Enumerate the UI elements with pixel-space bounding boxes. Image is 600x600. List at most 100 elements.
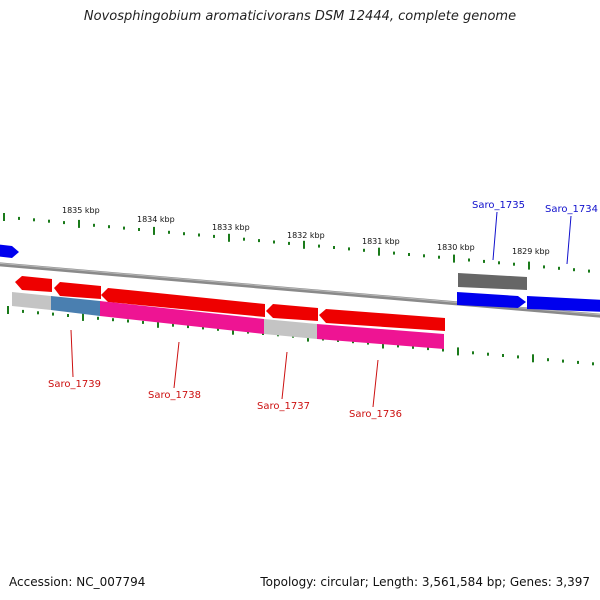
lower-major-tick — [82, 312, 84, 321]
lower-minor-tick — [22, 309, 24, 313]
lower-minor-tick — [547, 358, 549, 362]
lower-minor-tick — [487, 352, 489, 356]
gene-label-saro-1735[interactable]: Saro_1735 — [472, 200, 525, 211]
gene-arrow-saro-1739[interactable] — [15, 276, 52, 292]
upper-minor-tick — [168, 230, 170, 234]
upper-minor-tick — [213, 234, 215, 238]
upper-minor-tick — [393, 251, 395, 255]
lower-major-tick — [232, 326, 234, 335]
lower-minor-tick — [562, 359, 564, 363]
lower-minor-tick — [577, 360, 579, 364]
upper-minor-tick — [93, 223, 95, 227]
upper-major-tick — [78, 219, 80, 228]
lower-major-tick — [7, 306, 9, 314]
lower-minor-tick — [202, 326, 204, 330]
upper-minor-tick — [423, 254, 425, 258]
upper-minor-tick — [258, 239, 260, 243]
gene-label-saro-1739[interactable]: Saro_1739 — [48, 379, 101, 390]
lower-minor-tick — [427, 347, 429, 351]
lower-minor-tick — [367, 341, 369, 345]
lower-minor-tick — [67, 314, 69, 317]
tick-label: 1835 kbp — [62, 206, 100, 215]
tick-label: 1832 kbp — [287, 231, 325, 240]
lower-minor-tick — [502, 354, 504, 357]
cds-feature-steel[interactable] — [51, 296, 100, 316]
lower-minor-tick — [112, 318, 114, 322]
upper-minor-tick — [468, 258, 470, 262]
upper-minor-tick — [288, 241, 290, 245]
cds-feature-grey-2[interactable] — [264, 319, 317, 339]
lower-minor-tick — [187, 325, 189, 329]
gene-label-saro-1736[interactable]: Saro_1736 — [349, 409, 402, 420]
upper-tick-track — [3, 213, 590, 273]
upper-major-tick — [303, 240, 305, 249]
tick-label: 1834 kbp — [137, 215, 175, 224]
upper-minor-tick — [513, 262, 515, 266]
genome-backbone — [0, 262, 600, 318]
lower-minor-tick — [37, 311, 39, 315]
upper-minor-tick — [318, 244, 320, 248]
upper-minor-tick — [498, 261, 500, 265]
upper-minor-tick — [198, 233, 200, 237]
lower-minor-tick — [397, 344, 399, 348]
lower-minor-tick — [52, 312, 54, 316]
upper-minor-tick — [33, 218, 35, 222]
upper-minor-tick — [183, 232, 185, 236]
lower-minor-tick — [412, 345, 414, 349]
gene-arrow-saro-1736-b[interactable] — [319, 309, 445, 331]
upper-minor-tick — [138, 228, 140, 231]
upper-minor-tick — [483, 259, 485, 263]
upper-minor-tick — [48, 219, 50, 223]
gene-arrow-saro-1737[interactable] — [101, 288, 265, 317]
lower-minor-tick — [592, 362, 594, 366]
upper-minor-tick — [63, 221, 65, 225]
gene-arrow-saro-1735[interactable] — [457, 292, 526, 308]
tick-label: 1831 kbp — [362, 237, 400, 246]
gene-arrow-saro-1736[interactable] — [266, 304, 318, 321]
cds-feature-dark[interactable] — [458, 273, 527, 290]
accession-label: Accession: NC_007794 — [9, 575, 146, 589]
upper-minor-tick — [273, 240, 275, 244]
upper-major-tick — [528, 261, 530, 270]
upper-minor-tick — [348, 247, 350, 251]
upper-minor-tick — [543, 265, 545, 269]
tick-label-group: 1835 kbp 1834 kbp 1833 kbp 1832 kbp 1831 kbp… — [62, 206, 550, 256]
gene-label-saro-1734[interactable]: Saro_1734 — [545, 204, 598, 215]
cds-feature-grey-1[interactable] — [12, 292, 51, 310]
leader-line-saro-1736 — [372, 359, 379, 408]
upper-minor-tick — [333, 246, 335, 249]
lower-minor-tick — [127, 319, 129, 323]
lower-major-tick — [157, 319, 159, 328]
tick-label: 1829 kbp — [512, 247, 550, 256]
lower-major-tick — [382, 340, 384, 349]
upper-minor-tick — [408, 253, 410, 256]
tick-label: 1830 kbp — [437, 243, 475, 252]
lower-minor-tick — [142, 320, 144, 324]
upper-major-tick — [228, 233, 230, 242]
gene-arrow-saro-1734[interactable] — [527, 296, 600, 312]
lower-minor-tick — [472, 351, 474, 355]
gene-arrow-saro-1738[interactable] — [54, 282, 101, 299]
upper-minor-tick — [123, 226, 125, 230]
forward-gene-arrow-edge[interactable] — [0, 244, 19, 258]
leader-line-saro-1734 — [566, 215, 572, 265]
upper-minor-tick — [558, 266, 560, 270]
gene-label-saro-1737[interactable]: Saro_1737 — [257, 401, 310, 412]
gene-label-saro-1738[interactable]: Saro_1738 — [148, 390, 201, 401]
leader-line-saro-1737 — [281, 351, 288, 400]
genome-summary: Topology: circular; Length: 3,561,584 bp… — [260, 575, 590, 589]
lower-major-tick — [532, 354, 534, 363]
upper-minor-tick — [438, 255, 440, 259]
lower-minor-tick — [217, 327, 219, 331]
upper-major-tick — [3, 213, 5, 221]
tick-label: 1833 kbp — [212, 223, 250, 232]
leader-line-saro-1738 — [173, 341, 180, 389]
cds-feature-magenta-1[interactable] — [100, 301, 264, 334]
leader-line-saro-1735 — [492, 211, 498, 261]
upper-minor-tick — [573, 268, 575, 272]
cds-feature-magenta-2[interactable] — [317, 324, 444, 349]
lower-minor-tick — [97, 316, 99, 320]
upper-major-tick — [153, 226, 155, 235]
